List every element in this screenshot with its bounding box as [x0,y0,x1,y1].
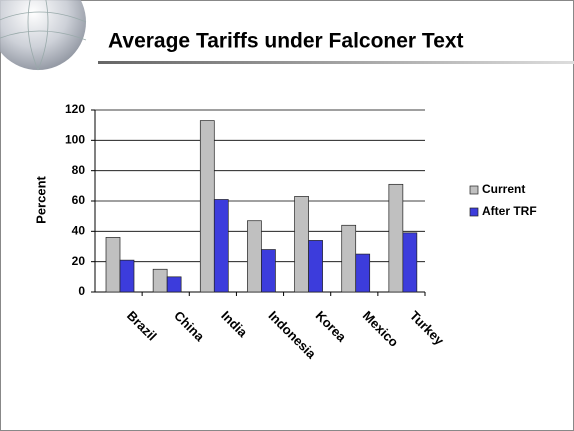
bar [388,183,404,293]
bar [119,259,135,293]
y-tick-label: 100 [65,133,85,147]
legend-swatch [469,185,479,195]
legend-label: Current [482,182,525,196]
bar [294,196,309,293]
bar [402,232,418,293]
y-tick-label: 0 [78,284,85,298]
legend-swatch [469,207,479,217]
y-tick-label: 120 [65,102,85,116]
y-tick-label: 80 [72,163,86,177]
bar [355,253,371,293]
y-axis-label: Percent [33,175,48,223]
bar [166,276,182,293]
bar [308,240,323,293]
legend-label: After TRF [482,204,537,218]
title-rule [98,61,574,64]
bar [199,120,215,293]
chart-title: Average Tariffs under Falconer Text [108,30,464,53]
bar [105,237,121,293]
globe-lines [0,0,87,71]
bar [247,220,262,293]
bar [341,224,357,293]
y-tick-label: 20 [72,254,86,268]
bar [213,199,229,293]
bar [261,249,276,293]
y-tick-label: 60 [72,193,86,207]
bar [152,268,168,293]
globe-decoration [0,0,86,70]
y-tick-label: 40 [72,224,86,238]
